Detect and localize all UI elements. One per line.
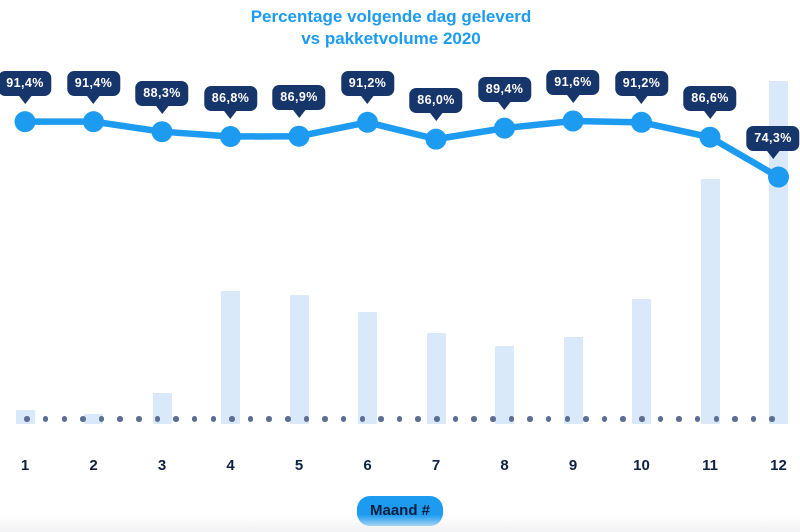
baseline-dot — [415, 416, 421, 422]
baseline-dot — [322, 416, 328, 422]
page-bottom-strip — [0, 515, 800, 532]
volume-bar — [769, 81, 788, 424]
data-point-marker — [494, 117, 515, 139]
chart-title-line1: Percentage volgende dag geleverd — [250, 7, 532, 26]
baseline-dot — [713, 416, 720, 422]
baseline-dot — [340, 416, 347, 422]
baseline-dot — [42, 416, 49, 422]
x-axis-label: 7 — [431, 457, 441, 474]
baseline-dot — [508, 416, 515, 422]
baseline-dot — [191, 416, 198, 422]
data-label-tooltip: 91,6% — [546, 70, 600, 95]
volume-bar — [426, 333, 446, 424]
data-label-tooltip: 91,4% — [66, 70, 121, 96]
volume-bar — [700, 179, 720, 424]
baseline-dot — [750, 416, 757, 422]
baseline-dot — [154, 416, 161, 422]
percentage-line — [21, 117, 782, 181]
baseline-dot — [545, 416, 552, 422]
baseline-dot — [266, 416, 272, 422]
baseline-dot — [117, 416, 123, 422]
baseline-dot — [583, 416, 589, 422]
baseline-dot — [24, 416, 30, 422]
baseline-dot — [210, 416, 217, 422]
baseline-dot — [80, 416, 86, 422]
data-label-tooltip: 86,6% — [683, 86, 737, 112]
x-axis-label: 10 — [633, 457, 650, 474]
x-axis-label: 6 — [363, 457, 372, 474]
baseline-dot — [620, 416, 626, 422]
baseline-dot — [732, 416, 738, 422]
baseline-dot — [694, 416, 701, 422]
chart-title: Percentage volgende dag geleverd vs pakk… — [251, 6, 532, 50]
baseline-dot — [61, 416, 67, 422]
x-axis-label: 8 — [500, 457, 509, 474]
data-label-tooltip: 88,3% — [135, 80, 189, 106]
x-axis-label: 9 — [568, 457, 578, 474]
baseline-dot — [657, 416, 664, 422]
volume-bar — [495, 346, 514, 424]
baseline-dot — [247, 416, 254, 422]
data-label-tooltip: 86,0% — [409, 88, 463, 114]
baseline-dot — [285, 416, 291, 422]
baseline-dot — [471, 416, 477, 422]
x-axis-title-label: Maand # — [369, 502, 431, 519]
baseline-dot — [173, 416, 179, 422]
volume-bar — [221, 290, 240, 424]
data-label-tooltip: 74,3% — [746, 126, 800, 152]
baseline-dot — [527, 416, 533, 422]
x-axis-label: 5 — [294, 457, 304, 474]
baseline-dot — [359, 416, 366, 422]
data-point-marker — [83, 111, 104, 133]
baseline-dot — [639, 416, 645, 422]
data-point-marker — [220, 126, 241, 148]
data-point-marker — [631, 111, 652, 133]
chart-title-line2: vs pakketvolume 2020 — [301, 29, 481, 48]
baseline-dot — [378, 416, 384, 422]
baseline-dot — [452, 416, 459, 422]
x-axis-label: 2 — [89, 457, 98, 474]
x-axis-label: 11 — [702, 457, 718, 474]
data-label-tooltip: 89,4% — [477, 77, 532, 103]
baseline-dot — [434, 416, 440, 422]
data-label-tooltip: 91,2% — [340, 71, 395, 97]
volume-bar — [563, 336, 583, 424]
baseline-dot — [303, 416, 310, 422]
baseline-dot — [136, 416, 142, 422]
data-point-marker — [562, 110, 584, 132]
data-label-tooltip: 91,4% — [0, 70, 52, 96]
baseline-dot — [396, 416, 403, 422]
data-point-marker — [699, 126, 721, 148]
data-point-marker — [357, 111, 378, 133]
volume-bar — [84, 414, 103, 424]
baseline-dot — [490, 416, 496, 422]
data-point-marker — [14, 111, 36, 133]
volume-bar — [632, 299, 651, 424]
data-point-marker — [425, 128, 447, 150]
data-point-marker — [288, 125, 310, 147]
x-axis-label: 4 — [226, 457, 235, 474]
baseline-dot — [676, 416, 682, 422]
data-label-tooltip: 86,8% — [203, 85, 258, 111]
x-axis-label: 12 — [770, 457, 787, 474]
baseline-dot — [769, 416, 775, 422]
data-point-marker — [768, 166, 789, 188]
baseline-dot — [601, 416, 608, 422]
baseline-dot — [98, 416, 105, 422]
x-axis-label: 3 — [157, 457, 167, 474]
data-label-tooltip: 91,2% — [614, 71, 669, 97]
data-point-marker — [151, 121, 173, 143]
volume-bar — [358, 311, 377, 424]
x-axis-label: 1 — [20, 457, 30, 474]
volume-bar — [289, 295, 309, 424]
data-label-tooltip: 86,9% — [272, 85, 326, 111]
baseline-dot — [564, 416, 571, 422]
baseline-dot — [229, 416, 235, 422]
